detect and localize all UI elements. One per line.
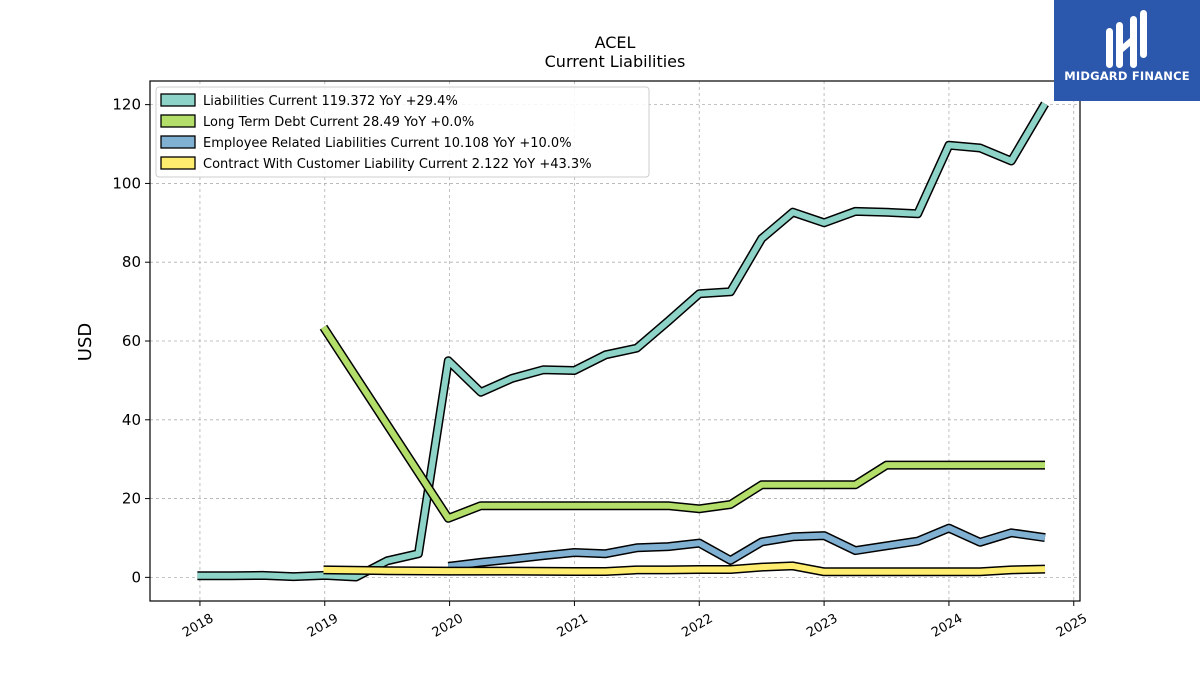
x-tick-label: 2019 [305, 611, 341, 641]
midgard-logo-icon [1106, 10, 1147, 68]
series-line-stroke [197, 102, 1048, 580]
series-lines [197, 101, 1049, 582]
y-tick-label: 20 [122, 490, 141, 508]
y-tick-label: 60 [122, 332, 141, 350]
x-tick-label: 2021 [555, 611, 591, 641]
chart-subtitle: Current Liabilities [545, 52, 686, 71]
legend-label: Employee Related Liabilities Current 10.… [203, 136, 572, 151]
legend-label: Contract With Customer Liability Current… [203, 157, 592, 172]
chart-title: ACEL [595, 33, 636, 52]
legend-swatch [160, 156, 196, 170]
y-tick-label: 100 [112, 174, 141, 192]
legend-swatch [160, 93, 196, 107]
legend-item: Long Term Debt Current 28.49 YoY +0.0% [160, 114, 474, 130]
y-tick-label: 120 [112, 96, 141, 114]
midgard-finance-logo: MIDGARD FINANCE [1054, 0, 1200, 101]
x-tick-label: 2024 [929, 611, 965, 641]
y-tick-label: 40 [122, 411, 141, 429]
y-tick-label: 80 [122, 253, 141, 271]
grid-lines [150, 81, 1080, 601]
legend-box [155, 86, 650, 178]
y-axis-ticks: 0 20 40 60 80 100 120 [112, 96, 150, 586]
x-axis-ticks: 2018 2019 2020 2021 2022 2023 2024 2025 [180, 601, 1090, 641]
y-tick-label: 0 [131, 568, 141, 586]
x-tick-label: 2025 [1054, 611, 1090, 641]
series-line [319, 324, 1045, 523]
legend: Liabilities Current 119.372 YoY +29.4% L… [155, 86, 650, 178]
x-tick-label: 2020 [430, 611, 466, 641]
series-line-stroke [323, 562, 1046, 575]
series-line [447, 523, 1046, 571]
series-line-stroke [320, 325, 1045, 522]
legend-item: Contract With Customer Liability Current… [160, 156, 592, 172]
series-line [197, 101, 1049, 582]
series-line-stroke [447, 525, 1046, 570]
legend-item: Liabilities Current 119.372 YoY +29.4% [160, 93, 458, 109]
legend-label: Liabilities Current 119.372 YoY +29.4% [203, 94, 458, 109]
legend-label: Long Term Debt Current 28.49 YoY +0.0% [203, 115, 474, 130]
series-line [323, 561, 1046, 577]
x-tick-label: 2022 [679, 611, 715, 641]
x-tick-label: 2023 [804, 611, 840, 641]
logo-text: MIDGARD FINANCE [1064, 69, 1190, 83]
legend-item: Employee Related Liabilities Current 10.… [160, 135, 572, 151]
x-tick-label: 2018 [180, 611, 216, 641]
y-axis-label: USD [75, 323, 96, 361]
legend-swatch [160, 135, 196, 149]
legend-swatch [160, 114, 196, 128]
